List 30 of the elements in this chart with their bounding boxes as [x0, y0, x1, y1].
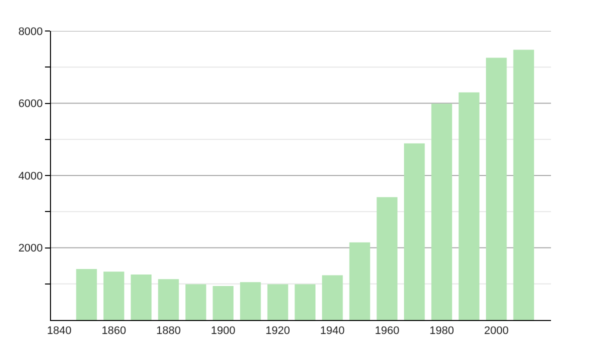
- bar: [513, 50, 534, 320]
- x-tick-label: 1900: [210, 325, 236, 338]
- bar: [103, 272, 124, 320]
- x-tick-label: 1840: [46, 325, 72, 338]
- x-tick-label: 1960: [374, 325, 400, 338]
- bar: [212, 286, 234, 320]
- bar: [322, 275, 343, 320]
- bar: [431, 104, 452, 320]
- bar: [376, 197, 398, 320]
- y-tick-label: 4000: [18, 170, 43, 182]
- y-tick-label: 8000: [18, 26, 43, 38]
- bar: [349, 242, 370, 320]
- bar: [458, 92, 480, 320]
- bar: [158, 279, 179, 320]
- bar: [267, 284, 288, 320]
- y-tick-label: 2000: [18, 242, 43, 255]
- x-tick-label: 2000: [484, 325, 509, 338]
- x-tick-label: 1920: [266, 325, 290, 338]
- bar: [185, 284, 206, 320]
- x-tick-label: 1940: [320, 325, 345, 338]
- x-tick-label: 1980: [429, 325, 454, 338]
- bar: [130, 274, 152, 320]
- bar: [294, 284, 316, 320]
- x-tick-label: 1860: [102, 325, 126, 338]
- x-tick-label: 1880: [156, 325, 181, 338]
- bar: [76, 269, 97, 320]
- bar: [240, 282, 261, 320]
- y-tick-label: 6000: [18, 98, 43, 110]
- bar: [486, 58, 507, 320]
- bar: [404, 143, 425, 320]
